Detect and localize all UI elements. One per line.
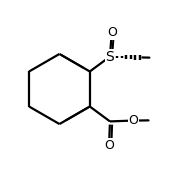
Text: S: S	[106, 50, 114, 64]
Text: O: O	[107, 26, 117, 40]
Text: O: O	[104, 138, 114, 152]
Text: O: O	[129, 114, 139, 127]
